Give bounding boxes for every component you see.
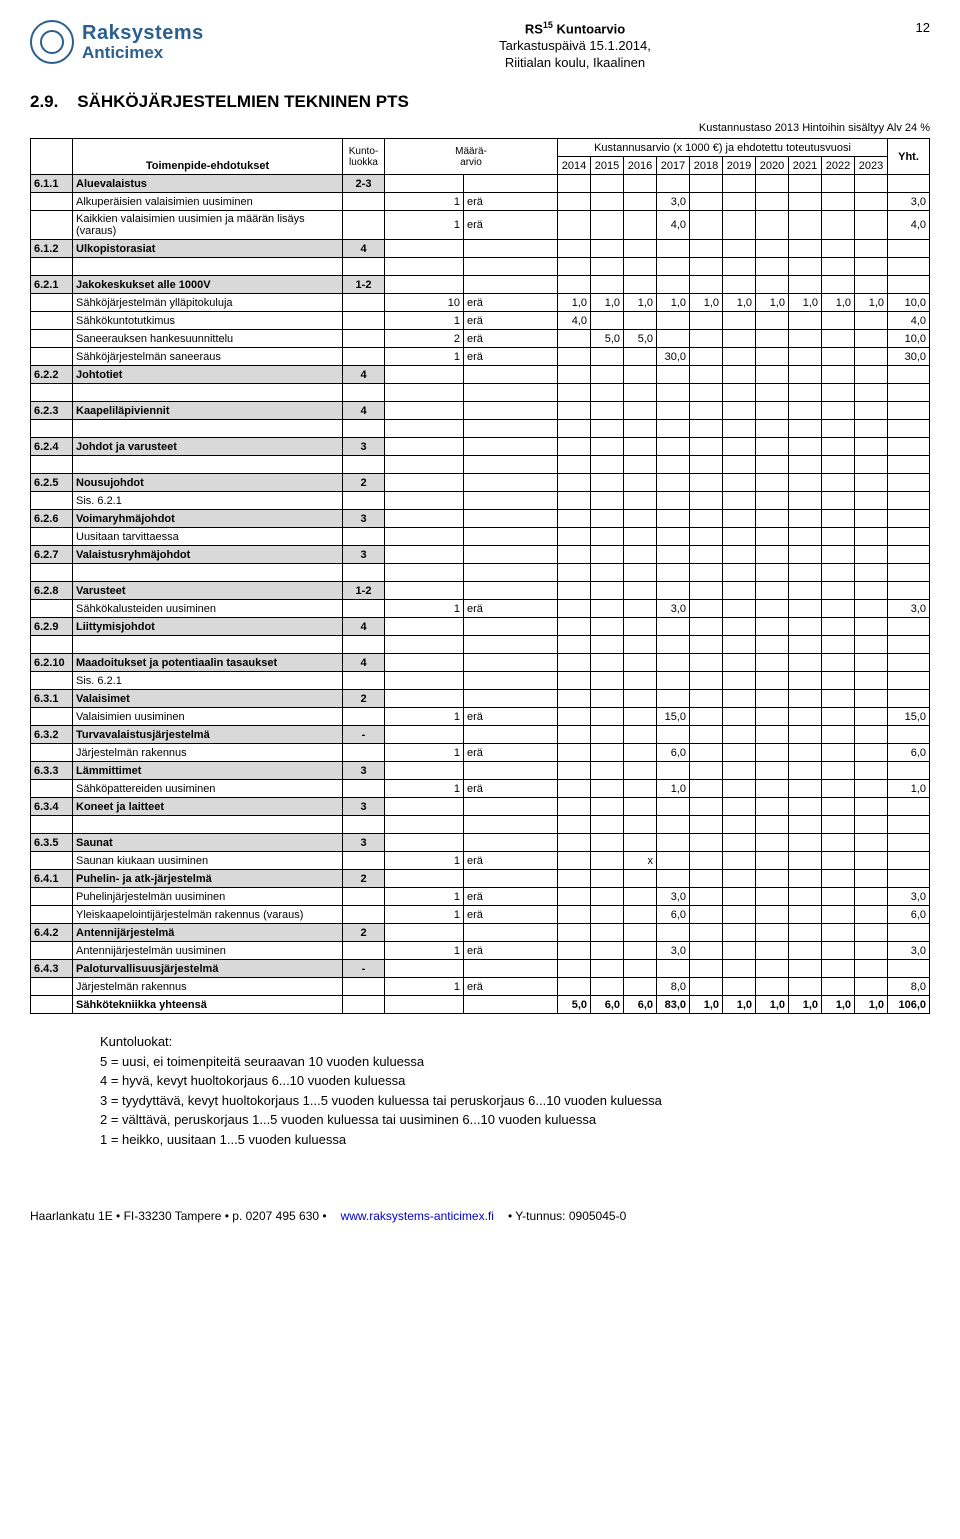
table-row: Saunan kiukaan uusiminen1eräx [31, 852, 930, 870]
pts-table: Toimenpide-ehdotukset Kunto-luokka Määrä… [30, 138, 930, 1014]
table-row: Järjestelmän rakennus1erä6,06,0 [31, 744, 930, 762]
table-row: 6.3.4Koneet ja laitteet3 [31, 798, 930, 816]
th-year: 2019 [723, 157, 756, 175]
table-row: Sähköpattereiden uusiminen1erä1,01,0 [31, 780, 930, 798]
th-cost-header: Kustannusarvio (x 1000 €) ja ehdotettu t… [558, 139, 888, 157]
th-yht: Yht. [888, 139, 930, 175]
table-row: Puhelinjärjestelmän uusiminen1erä3,03,0 [31, 888, 930, 906]
table-row [31, 456, 930, 474]
table-row: 6.2.4Johdot ja varusteet3 [31, 438, 930, 456]
table-row: 6.4.1Puhelin- ja atk-järjestelmä2 [31, 870, 930, 888]
company-name-2: Anticimex [82, 44, 204, 63]
footer-address: Haarlankatu 1E • FI-33230 Tampere • p. 0… [30, 1209, 327, 1223]
th-year: 2015 [591, 157, 624, 175]
table-body: 6.1.1Aluevalaistus2-3Alkuperäisien valai… [31, 175, 930, 1014]
doc-meta-line3: Riitialan koulu, Ikaalinen [260, 55, 890, 72]
table-row: 6.2.2Johtotiet4 [31, 366, 930, 384]
table-row: Uusitaan tarvittaessa [31, 528, 930, 546]
footer-ytunnus: • Y-tunnus: 0905045-0 [508, 1209, 626, 1223]
page-footer: Haarlankatu 1E • FI-33230 Tampere • p. 0… [30, 1209, 930, 1223]
table-row: 6.4.3Paloturvallisuusjärjestelmä- [31, 960, 930, 978]
legend-line: 2 = välttävä, peruskorjaus 1...5 vuoden … [100, 1110, 930, 1130]
th-year: 2023 [855, 157, 888, 175]
table-row: Järjestelmän rakennus1erä8,08,0 [31, 978, 930, 996]
table-row: 6.2.9Liittymisjohdot4 [31, 618, 930, 636]
table-row: Kaikkien valaisimien uusimien ja määrän … [31, 211, 930, 240]
table-row: 6.2.1Jakokeskukset alle 1000V1-2 [31, 276, 930, 294]
table-row: Saneerauksen hankesuunnittelu2erä5,05,01… [31, 330, 930, 348]
table-row [31, 636, 930, 654]
company-logo: Raksystems Anticimex [30, 20, 260, 64]
doc-title: RS15 Kuntoarvio [260, 20, 890, 38]
cost-level-note: Kustannustaso 2013 Hintoihin sisältyy Al… [30, 122, 930, 134]
table-row: Sähkökalusteiden uusiminen1erä3,03,0 [31, 600, 930, 618]
th-code [31, 139, 73, 175]
th-year: 2017 [657, 157, 690, 175]
table-row: Sis. 6.2.1 [31, 672, 930, 690]
legend-title: Kuntoluokat: [100, 1032, 930, 1052]
th-year: 2016 [624, 157, 657, 175]
table-row: 6.2.8Varusteet1-2 [31, 582, 930, 600]
table-row: 6.2.10Maadoitukset ja potentiaalin tasau… [31, 654, 930, 672]
legend-lines: 5 = uusi, ei toimenpiteitä seuraavan 10 … [100, 1052, 930, 1150]
section-title: 2.9. SÄHKÖJÄRJESTELMIEN TEKNINEN PTS [30, 92, 930, 112]
legend-line: 1 = heikko, uusitaan 1...5 vuoden kulues… [100, 1130, 930, 1150]
table-row: Sähkökuntotutkimus1erä4,04,0 [31, 312, 930, 330]
document-page: Raksystems Anticimex RS15 Kuntoarvio Tar… [0, 0, 960, 1243]
table-row: 6.1.2Ulkopistorasiat4 [31, 240, 930, 258]
table-row: 6.3.5Saunat3 [31, 834, 930, 852]
logo-text: Raksystems Anticimex [82, 22, 204, 63]
th-kunto: Kunto-luokka [343, 139, 385, 175]
th-year: 2018 [690, 157, 723, 175]
table-row: 6.2.6Voimaryhmäjohdot3 [31, 510, 930, 528]
page-header: Raksystems Anticimex RS15 Kuntoarvio Tar… [30, 20, 930, 72]
table-row: Sis. 6.2.1 [31, 492, 930, 510]
company-name-1: Raksystems [82, 22, 204, 44]
legend-line: 5 = uusi, ei toimenpiteitä seuraavan 10 … [100, 1052, 930, 1072]
table-row: Antennijärjestelmän uusiminen1erä3,03,0 [31, 942, 930, 960]
table-row [31, 420, 930, 438]
rating-legend: Kuntoluokat: 5 = uusi, ei toimenpiteitä … [100, 1032, 930, 1149]
th-year: 2014 [558, 157, 591, 175]
doc-meta: RS15 Kuntoarvio Tarkastuspäivä 15.1.2014… [260, 20, 890, 72]
table-row: 6.2.7Valaistusryhmäjohdot3 [31, 546, 930, 564]
table-row: 6.4.2Antennijärjestelmä2 [31, 924, 930, 942]
table-row: Yleiskaapelointijärjestelmän rakennus (v… [31, 906, 930, 924]
table-row: Valaisimien uusiminen1erä15,015,0 [31, 708, 930, 726]
table-row: Sähköjärjestelmän saneeraus1erä30,030,0 [31, 348, 930, 366]
footer-url: www.raksystems-anticimex.fi [341, 1209, 494, 1223]
table-row: 6.3.2Turvavalaistusjärjestelmä- [31, 726, 930, 744]
doc-meta-line2: Tarkastuspäivä 15.1.2014, [260, 38, 890, 55]
table-row: Alkuperäisien valaisimien uusiminen1erä3… [31, 193, 930, 211]
table-row: 6.2.3Kaapeliläpiviennit4 [31, 402, 930, 420]
table-row [31, 384, 930, 402]
table-row: 6.1.1Aluevalaistus2-3 [31, 175, 930, 193]
th-toimenpide: Toimenpide-ehdotukset [73, 139, 343, 175]
logo-icon [30, 20, 74, 64]
table-row: 6.2.5Nousujohdot2 [31, 474, 930, 492]
table-row: Sähköjärjestelmän ylläpitokuluja10erä1,0… [31, 294, 930, 312]
page-number: 12 [890, 20, 930, 35]
th-year: 2020 [756, 157, 789, 175]
table-row: 6.3.1Valaisimet2 [31, 690, 930, 708]
table-row [31, 258, 930, 276]
table-head: Toimenpide-ehdotukset Kunto-luokka Määrä… [31, 139, 930, 175]
table-row: 6.3.3Lämmittimet3 [31, 762, 930, 780]
total-row: Sähkötekniikka yhteensä5,06,06,083,01,01… [31, 996, 930, 1014]
th-maara: Määrä-arvio [385, 139, 558, 175]
th-year: 2021 [789, 157, 822, 175]
table-row [31, 816, 930, 834]
legend-line: 4 = hyvä, kevyt huoltokorjaus 6...10 vuo… [100, 1071, 930, 1091]
legend-line: 3 = tyydyttävä, kevyt huoltokorjaus 1...… [100, 1091, 930, 1111]
table-row [31, 564, 930, 582]
th-year: 2022 [822, 157, 855, 175]
